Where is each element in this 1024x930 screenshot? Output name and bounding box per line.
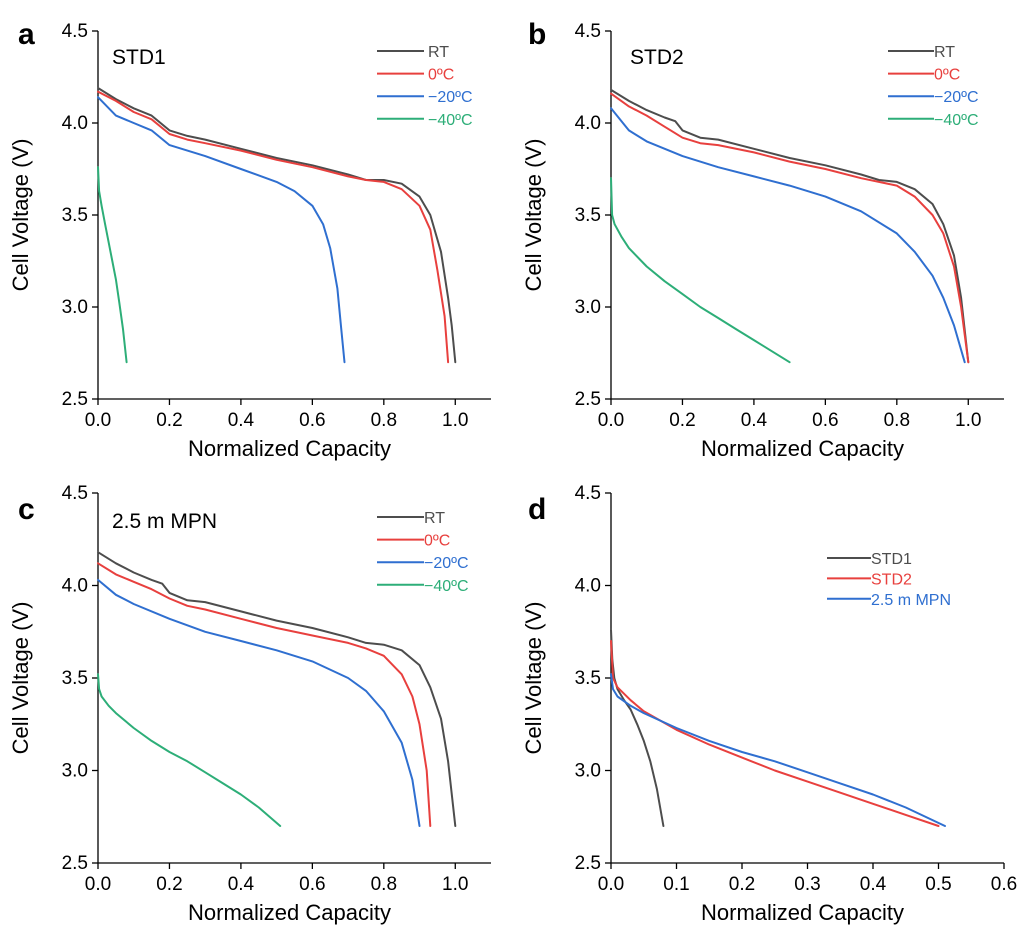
y-tick-label: 3.5	[575, 668, 601, 689]
y-tick-label: 2.5	[575, 853, 601, 874]
series-line	[610, 673, 946, 827]
y-tick-label: 3.5	[575, 205, 601, 226]
panel-letter: d	[528, 493, 546, 526]
series-line	[610, 640, 940, 827]
x-tick-label: 0.0	[85, 874, 111, 895]
x-tick-label: 0.2	[669, 410, 695, 431]
axis-lines	[610, 493, 1004, 864]
series-line	[97, 673, 282, 827]
series-line	[610, 177, 791, 364]
y-tick-label: 2.5	[62, 389, 88, 410]
series-line	[97, 551, 457, 827]
y-tick-label: 4.0	[575, 576, 601, 597]
legend-label: 0ºC	[934, 67, 960, 84]
x-axis-title: Normalized Capacity	[701, 436, 904, 461]
legend-label: 0ºC	[428, 67, 454, 84]
y-axis-title: Cell Voltage (V)	[521, 139, 546, 292]
x-tick-label: 0.4	[228, 410, 255, 431]
x-tick-label: 0.0	[598, 874, 624, 895]
x-tick-label: 0.2	[729, 874, 755, 895]
series-line	[610, 107, 966, 364]
panel-letter: b	[528, 18, 546, 51]
x-tick-label: 0.0	[85, 410, 111, 431]
y-tick-label: 3.0	[575, 761, 601, 782]
y-tick-label: 4.0	[62, 113, 88, 134]
series-line	[97, 166, 128, 364]
x-tick-label: 0.1	[663, 874, 689, 895]
x-tick-label: 0.4	[741, 410, 768, 431]
legend-label: −40ºC	[934, 112, 979, 129]
panel-c: c 2.5 3.0 3.5 4.0 4.5 0.0 0.2 0.4 0.6 0.8 1.0 Normal…	[8, 483, 491, 925]
panel-letter: c	[18, 493, 35, 526]
axis-lines	[610, 31, 1004, 400]
x-tick-label: 0.8	[371, 410, 397, 431]
x-tick-label: 0.6	[991, 874, 1017, 895]
y-tick-label: 2.5	[62, 853, 88, 874]
x-tick-label: 0.0	[598, 410, 624, 431]
y-tick-label: 4.5	[62, 483, 88, 504]
legend-label: STD1	[871, 551, 912, 568]
y-tick-label: 3.0	[62, 761, 88, 782]
series-line	[97, 96, 346, 364]
x-tick-label: 0.5	[925, 874, 951, 895]
y-axis-title: Cell Voltage (V)	[8, 602, 33, 755]
y-tick-label: 4.5	[575, 483, 601, 504]
x-tick-label: 0.4	[228, 874, 255, 895]
x-tick-label: 0.6	[299, 410, 325, 431]
y-tick-label: 3.5	[62, 668, 88, 689]
panel-letter: a	[18, 18, 35, 51]
panel-title: STD2	[630, 46, 684, 69]
legend-label: RT	[424, 510, 445, 527]
legend-label: RT	[934, 44, 955, 61]
series-line	[610, 92, 970, 364]
x-tick-label: 0.2	[156, 410, 182, 431]
y-axis-title: Cell Voltage (V)	[521, 602, 546, 755]
x-tick-label: 0.8	[884, 410, 910, 431]
y-tick-label: 3.0	[62, 297, 88, 318]
legend-label: 2.5 m MPN	[871, 592, 951, 609]
legend-label: 0ºC	[424, 533, 450, 550]
panel-title: 2.5 m MPN	[112, 510, 217, 533]
x-axis-title: Normalized Capacity	[188, 900, 391, 925]
x-tick-label: 0.2	[156, 874, 182, 895]
axis-lines	[97, 31, 491, 400]
legend-label: −20ºC	[428, 89, 473, 106]
series-line	[610, 88, 970, 364]
series-line	[97, 87, 457, 364]
panel-title: STD1	[112, 46, 166, 69]
y-tick-label: 2.5	[575, 389, 601, 410]
x-axis-title: Normalized Capacity	[701, 900, 904, 925]
panel-d: d 2.5 3.0 3.5 4.0 4.5 0.0 0.1 0.2 0.3 0.4 0.5 0.6 Nor…	[521, 483, 1017, 925]
y-tick-label: 3.0	[575, 297, 601, 318]
legend-label: −20ºC	[424, 555, 469, 572]
x-tick-label: 0.6	[299, 874, 325, 895]
series-line	[610, 628, 665, 827]
x-axis-title: Normalized Capacity	[188, 436, 391, 461]
y-tick-label: 3.5	[62, 205, 88, 226]
x-tick-label: 0.4	[860, 874, 887, 895]
x-tick-label: 0.3	[794, 874, 820, 895]
series-line	[97, 578, 421, 827]
y-axis-title: Cell Voltage (V)	[8, 139, 33, 292]
panel-b: b 2.5 3.0 3.5 4.0 4.5 0.0 0.2 0.4 0.6 0.8 1.0 Normal…	[521, 18, 1004, 461]
x-tick-label: 1.0	[955, 410, 981, 431]
legend-label: −20ºC	[934, 89, 979, 106]
y-tick-label: 4.0	[62, 576, 88, 597]
x-tick-label: 1.0	[442, 874, 468, 895]
legend-label: RT	[428, 44, 449, 61]
y-tick-label: 4.5	[575, 21, 601, 42]
x-tick-label: 1.0	[442, 410, 468, 431]
panel-a: a 2.5 3.0 3.5 4.0 4.5 0.0 0.2 0.4 0.6 0.8 1.0 Normal…	[8, 18, 491, 461]
legend-label: STD2	[871, 571, 912, 588]
legend-label: −40ºC	[428, 112, 473, 129]
series-line	[97, 562, 432, 827]
y-tick-label: 4.0	[575, 113, 601, 134]
legend-label: −40ºC	[424, 578, 469, 595]
series-line	[97, 90, 450, 364]
y-tick-label: 4.5	[62, 21, 88, 42]
x-tick-label: 0.8	[371, 874, 397, 895]
x-tick-label: 0.6	[812, 410, 838, 431]
